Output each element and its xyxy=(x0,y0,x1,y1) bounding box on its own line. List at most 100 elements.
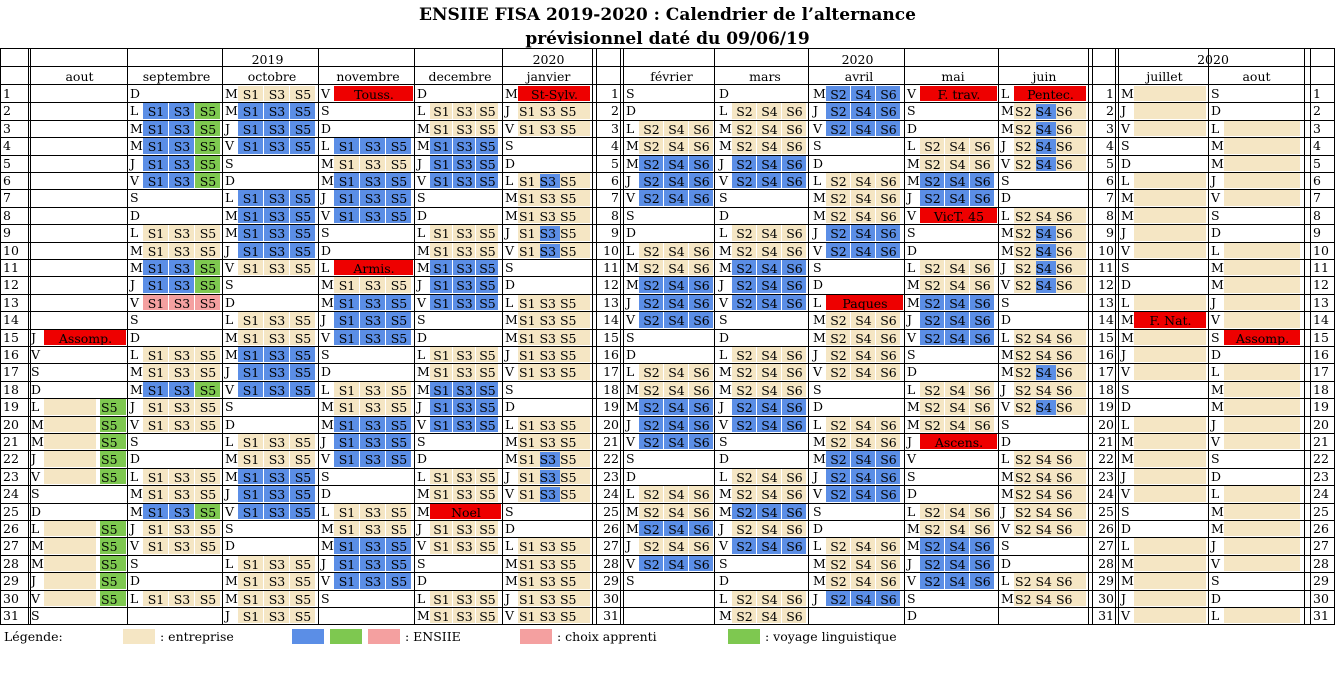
day-number: 3 xyxy=(1313,120,1321,136)
weekday-letter: L xyxy=(626,364,635,380)
weekday-letter: L xyxy=(907,138,916,154)
session-s5: S5 xyxy=(290,260,315,276)
session-s1: S1 xyxy=(334,277,359,293)
session-s3: S3 xyxy=(169,103,194,119)
day-number: 5 xyxy=(1106,155,1114,171)
legend-label: Légende: xyxy=(4,629,63,645)
weekday-letter: D xyxy=(626,103,637,119)
day-number: 22 xyxy=(3,451,19,467)
session-s5: S5 xyxy=(476,242,498,258)
weekday-letter: J xyxy=(417,399,423,415)
weekday-letter: L xyxy=(417,468,426,484)
weekday-letter: S xyxy=(225,155,234,171)
weekday-letter: M xyxy=(719,503,732,519)
weekday-letter: M xyxy=(719,138,732,154)
weekday-letter: M xyxy=(1211,381,1224,397)
entreprise-day xyxy=(1134,242,1206,258)
weekday-letter: M xyxy=(417,242,430,258)
voyage-day: S5 xyxy=(100,573,126,589)
day-number: 4 xyxy=(1106,138,1114,154)
session-s1: S1 xyxy=(143,521,168,537)
weekday-letter: V xyxy=(813,120,823,136)
weekday-letter: S xyxy=(1211,451,1220,467)
weekday-letter: S xyxy=(907,468,916,484)
weekday-letter: D xyxy=(1121,521,1132,536)
weekday-letter: L xyxy=(1121,538,1130,554)
grid-line xyxy=(0,137,1335,139)
session-s4: S4 xyxy=(664,555,688,572)
session-s5: S5 xyxy=(386,503,411,519)
entreprise-day xyxy=(1224,486,1300,502)
weekday-letter: V xyxy=(626,190,636,206)
session-code: S5 xyxy=(560,452,577,467)
entreprise-day xyxy=(1134,451,1206,467)
weekday-letter: V xyxy=(1001,521,1011,536)
weekday-letter: D xyxy=(813,521,824,536)
entreprise-day xyxy=(1224,190,1300,206)
weekday-letter: V xyxy=(626,312,636,328)
day-number: 29 xyxy=(603,573,619,589)
day-number: 7 xyxy=(611,190,619,206)
weekday-letter: J xyxy=(130,277,136,293)
session-s2: S2 xyxy=(732,138,756,154)
session-s5: S5 xyxy=(195,277,220,293)
holiday-label: Noel xyxy=(430,503,501,519)
session-s2: S2 xyxy=(732,242,756,258)
session-code: S1 xyxy=(519,452,540,467)
voyage-day: S5 xyxy=(100,434,126,450)
session-s5: S5 xyxy=(290,434,315,450)
session-s6: S6 xyxy=(782,155,806,171)
session-text: S2 S4 S6 xyxy=(1014,242,1086,258)
weekday-letter: L xyxy=(321,260,330,275)
session-s4: S4 xyxy=(664,120,688,137)
session-s6: S6 xyxy=(970,138,994,154)
day-number: 9 xyxy=(1313,225,1321,241)
weekday-letter: M xyxy=(321,416,334,432)
session-s2: S2 xyxy=(732,103,756,119)
weekday-letter: D xyxy=(505,399,516,415)
session-s5: S5 xyxy=(476,590,498,606)
grid-line xyxy=(0,172,1335,173)
month-header-novembre: novembre xyxy=(336,69,400,84)
session-s5: S5 xyxy=(290,190,315,206)
voyage-day: S5 xyxy=(100,590,126,606)
session-s3: S3 xyxy=(264,573,289,589)
weekday-letter: M xyxy=(321,399,334,415)
session-text: S1 S3 S5 xyxy=(518,590,590,606)
weekday-letter: S xyxy=(321,590,330,606)
session-s5: S5 xyxy=(386,416,411,432)
day-number: 23 xyxy=(3,468,19,484)
grid-line xyxy=(0,520,1335,521)
day-number: 3 xyxy=(1106,120,1114,136)
session-code: S3 xyxy=(539,487,560,502)
session-s2: S2 xyxy=(639,399,663,415)
session-s6: S6 xyxy=(970,277,994,293)
session-s1: S1 xyxy=(430,260,452,276)
day-number: 4 xyxy=(611,138,619,154)
weekday-letter: M xyxy=(321,277,334,293)
weekday-letter: S xyxy=(1211,86,1220,101)
day-number: 27 xyxy=(603,538,619,554)
day-number: 12 xyxy=(1098,277,1114,293)
session-s6: S6 xyxy=(970,294,994,311)
weekday-letter: M xyxy=(321,155,334,171)
session-s3: S3 xyxy=(264,329,289,345)
session-s4: S4 xyxy=(945,399,969,415)
session-s1: S1 xyxy=(143,103,168,119)
session-text: S2 S4 S6 xyxy=(1014,329,1086,345)
session-s2: S2 xyxy=(826,486,850,502)
session-s3: S3 xyxy=(264,381,289,398)
weekday-letter: M xyxy=(1211,138,1224,154)
session-s4: S4 xyxy=(945,190,969,206)
entreprise-day xyxy=(44,521,96,537)
weekday-letter: D xyxy=(907,242,918,258)
voyage-day: S5 xyxy=(100,468,126,485)
weekday-letter: L xyxy=(1121,294,1130,310)
weekday-letter: V xyxy=(813,364,823,380)
weekday-letter: V xyxy=(130,173,140,188)
session-text: S1 S3 S5 xyxy=(518,242,590,258)
weekday-letter: D xyxy=(321,242,332,258)
weekday-letter: M xyxy=(907,399,920,415)
entreprise-day xyxy=(1134,434,1206,450)
